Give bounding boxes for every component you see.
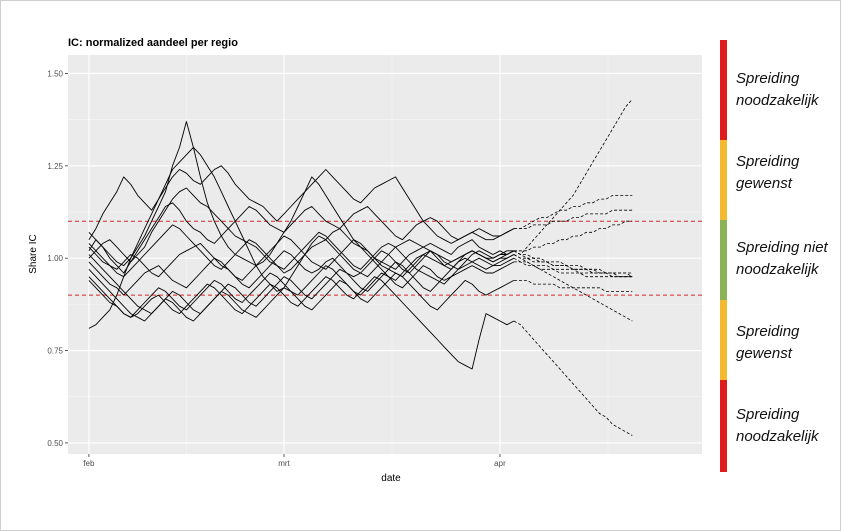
x-axis: feb mrt apr xyxy=(83,454,506,468)
forecast-line xyxy=(513,99,633,256)
series-line xyxy=(88,224,514,285)
y-axis: 0.50 0.75 1.00 1.25 1.50 xyxy=(47,69,68,448)
zone-label: Spreiding gewenst xyxy=(736,323,800,362)
zone-label: Spreiding noodzakelijk xyxy=(736,70,819,109)
x-tick-label: apr xyxy=(494,459,506,468)
y-tick-label: 1.00 xyxy=(47,254,63,263)
y-tick-label: 1.50 xyxy=(47,69,63,78)
series-line xyxy=(88,146,515,329)
zone-segment xyxy=(720,380,727,472)
forecast-lines xyxy=(513,99,633,436)
series-line xyxy=(88,276,515,370)
series-line xyxy=(88,121,515,281)
forecast-line xyxy=(513,209,633,230)
series-line xyxy=(88,250,515,296)
x-tick-label: mrt xyxy=(278,459,290,468)
zone-segment xyxy=(720,40,727,140)
forecast-line xyxy=(513,220,633,252)
zone-segment xyxy=(720,140,727,220)
zone-segment xyxy=(720,300,727,380)
forecast-line xyxy=(513,320,633,436)
zone-bar xyxy=(720,40,727,472)
y-tick-label: 0.75 xyxy=(47,347,63,356)
forecast-line xyxy=(513,254,633,278)
chart-title: IC: normalized aandeel per regio xyxy=(68,37,238,49)
y-tick-label: 0.50 xyxy=(47,439,63,448)
zone-segment xyxy=(720,220,727,300)
series-lines xyxy=(88,121,515,370)
x-axis-title: date xyxy=(381,473,401,484)
zone-label: Spreiding noodzakelijk xyxy=(736,406,819,445)
series-line xyxy=(88,187,515,274)
forecast-line xyxy=(513,194,633,230)
y-axis-title: Share IC xyxy=(28,234,39,273)
x-tick-label: feb xyxy=(83,459,95,468)
y-tick-label: 1.25 xyxy=(47,162,63,171)
plot-panel xyxy=(68,55,702,454)
series-line xyxy=(88,202,515,263)
forecast-line xyxy=(513,250,633,274)
zone-label: Spreiding niet noodzakelijk xyxy=(736,239,828,278)
forecast-line xyxy=(513,279,633,292)
zone-label: Spreiding gewenst xyxy=(736,153,800,192)
threshold-lines xyxy=(68,220,702,296)
